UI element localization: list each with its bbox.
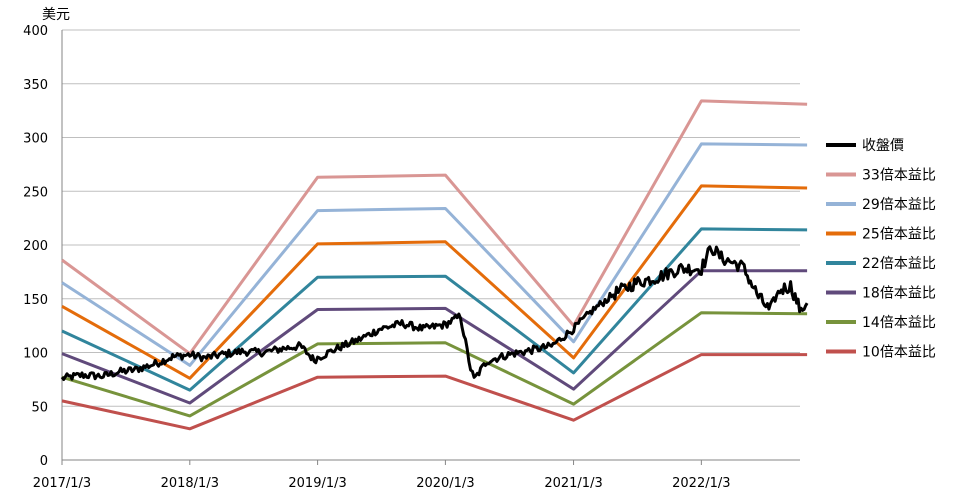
- y-tick-label: 100: [23, 347, 48, 362]
- legend-label: 25倍本益比: [862, 227, 936, 243]
- x-tick-label: 2020/1/3: [416, 476, 474, 491]
- y-tick-label: 250: [23, 185, 48, 200]
- series-line: [60, 245, 809, 381]
- y-tick-label: 400: [23, 24, 48, 39]
- y-axis: 0 50 100 150 200 250 300 350 400: [23, 24, 63, 469]
- legend: 收盤價 33倍本益比 29倍本益比 25倍本益比 22倍本益比 18倍本益比 14倍本益比 1…: [826, 137, 936, 361]
- x-tick-label: 2021/1/3: [544, 476, 602, 491]
- x-axis: 2017/1/3 2018/1/3 2019/1/3 2020/1/3 2021/1/3…: [33, 459, 800, 491]
- x-tick-label: 2019/1/3: [288, 476, 346, 491]
- x-tick-label: 2022/1/3: [672, 476, 730, 491]
- x-tick-label: 2018/1/3: [161, 476, 219, 491]
- series-line: [61, 184, 808, 380]
- series-line: [61, 353, 808, 431]
- legend-label: 18倍本益比: [862, 286, 936, 302]
- y-tick-label: 0: [40, 454, 48, 469]
- legend-label: 29倍本益比: [862, 197, 936, 213]
- legend-label: 收盤價: [862, 137, 904, 154]
- y-tick-label: 350: [23, 78, 48, 93]
- legend-label: 33倍本益比: [862, 168, 936, 184]
- y-tick-label: 150: [23, 293, 48, 308]
- series-line: [61, 142, 808, 367]
- y-axis-unit-label: 美元: [42, 7, 70, 23]
- legend-label: 22倍本益比: [862, 256, 936, 272]
- x-tick-label: 2017/1/3: [33, 476, 91, 491]
- gridlines: [62, 29, 800, 407]
- legend-label: 10倍本益比: [862, 345, 936, 361]
- y-tick-label: 200: [23, 239, 48, 254]
- series-lines: [60, 99, 809, 431]
- legend-label: 14倍本益比: [862, 315, 936, 331]
- series-line: [61, 311, 808, 418]
- y-tick-label: 50: [31, 400, 48, 415]
- y-tick-label: 300: [23, 132, 48, 147]
- series-line: [61, 227, 808, 392]
